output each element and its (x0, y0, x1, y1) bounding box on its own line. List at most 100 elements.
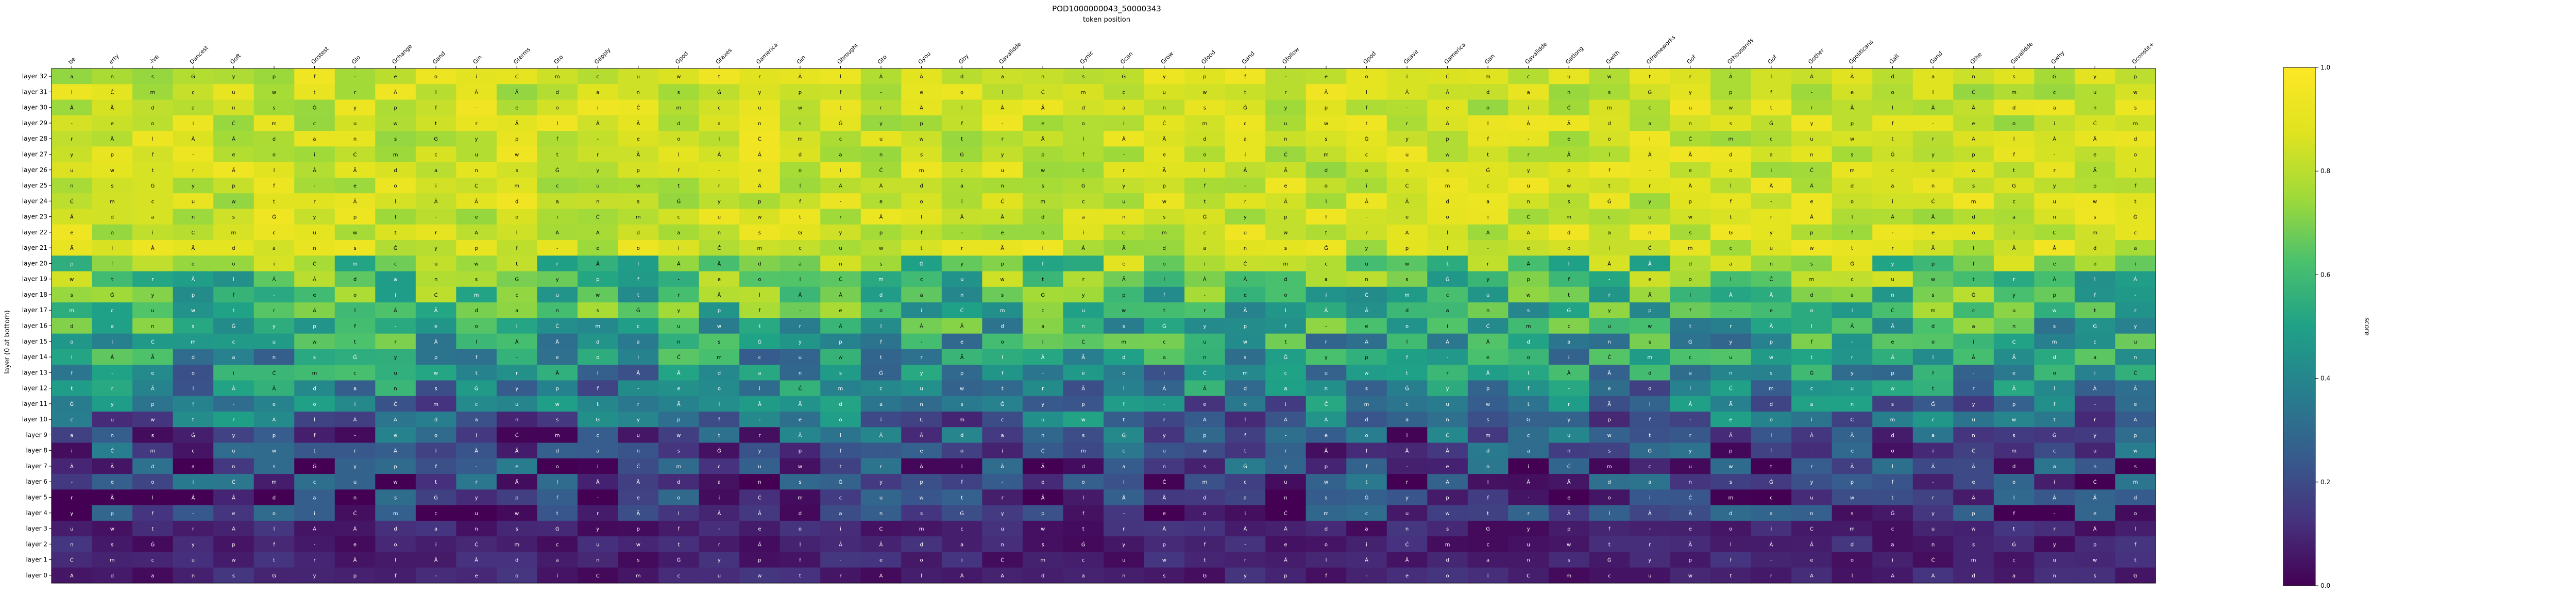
heatmap-cell (496, 84, 538, 100)
cell-glyph: o (1648, 386, 1651, 392)
heatmap-cell (860, 162, 902, 178)
heatmap-cell (1751, 162, 1792, 178)
heatmap-cell (2074, 69, 2116, 84)
heatmap-cell (173, 162, 214, 178)
cell-glyph: n (1041, 433, 1044, 438)
heatmap-cell (1063, 69, 1104, 84)
cell-glyph: - (1447, 355, 1449, 361)
cell-glyph: Ċ (596, 572, 600, 579)
cell-glyph: u (1810, 496, 1813, 501)
cell-glyph: w (1607, 433, 1612, 438)
cell-glyph: y (1810, 480, 1813, 485)
cell-glyph: i (759, 386, 760, 392)
cell-glyph: l (1608, 511, 1610, 517)
cell-glyph: s (71, 293, 73, 298)
cell-glyph: u (1325, 370, 1328, 376)
heatmap-cell (1265, 177, 1307, 194)
cell-glyph: s (192, 324, 194, 330)
x-tick-label: be (67, 56, 77, 65)
cell-glyph: t (1042, 277, 1044, 283)
cell-glyph: c (1649, 106, 1652, 111)
cell-glyph: m (757, 246, 762, 251)
cell-glyph: a (232, 355, 235, 361)
cell-glyph: i (637, 355, 639, 361)
cell-glyph: Â (474, 89, 478, 95)
x-tick-label: Gbrought (836, 42, 859, 65)
heatmap-cell (699, 146, 740, 163)
cell-glyph: Ġ (515, 276, 519, 283)
heatmap-cell (1265, 84, 1307, 100)
cell-glyph: p (1001, 261, 1004, 267)
cell-glyph: y (192, 542, 195, 548)
cell-glyph: a (313, 137, 316, 142)
heatmap-cell (1872, 84, 1913, 100)
heatmap-cell (415, 162, 456, 178)
heatmap-cell (1104, 193, 1145, 210)
heatmap-cell (213, 162, 255, 178)
cell-glyph: i (435, 183, 437, 189)
cell-glyph: m (150, 90, 155, 95)
cell-glyph: Â (1203, 276, 1207, 283)
heatmap-cell (173, 177, 214, 194)
colorbar (2283, 67, 2316, 586)
cell-glyph: l (2094, 277, 2096, 283)
cell-glyph: Â (313, 525, 316, 532)
cell-glyph: a (556, 199, 559, 204)
cell-glyph: - (1406, 106, 1408, 111)
cell-glyph: Ã (1607, 369, 1611, 376)
cell-glyph: e (1163, 511, 1166, 517)
cell-glyph: Ġ (1607, 198, 1612, 204)
cell-glyph: a (718, 121, 721, 127)
cell-glyph: o (799, 168, 802, 174)
heatmap-cell (1548, 99, 1590, 116)
cell-glyph: a (718, 480, 721, 485)
cell-glyph: Ä (353, 198, 357, 204)
heatmap-cell (1022, 115, 1064, 131)
cell-glyph: n (1203, 355, 1206, 361)
heatmap-cell (1467, 146, 1509, 163)
cell-glyph: Ä (717, 292, 721, 298)
cell-glyph: a (1608, 230, 1611, 236)
cell-glyph: o (2012, 480, 2015, 485)
heatmap-cell (456, 115, 497, 131)
cell-glyph: Ã (1931, 214, 1935, 220)
cell-glyph: f (435, 106, 437, 111)
cell-glyph: - (1002, 121, 1004, 127)
cell-glyph: m (1121, 339, 1126, 345)
cell-glyph: u (273, 339, 276, 345)
x-tick-label: Gpod (1362, 50, 1377, 65)
heatmap-cell (92, 177, 133, 194)
heatmap-cell (982, 115, 1023, 131)
heatmap-cell (1225, 115, 1266, 131)
cell-glyph: m (1162, 230, 1167, 236)
heatmap-cell (1386, 99, 1428, 116)
heatmap-cell (1832, 99, 1873, 116)
heatmap-cell (2074, 146, 2116, 163)
cell-glyph: Ã (1365, 307, 1368, 314)
heatmap-cell (1872, 69, 1913, 84)
x-tick-label: Gother (1807, 47, 1825, 65)
heatmap-cell (1953, 69, 1994, 84)
heatmap-cell (1427, 162, 1468, 178)
cell-glyph: m (1607, 464, 1612, 470)
cell-glyph: Ã (2133, 385, 2137, 392)
cell-glyph: Â (1122, 494, 1126, 501)
cell-glyph: Ċ (1001, 198, 1004, 204)
cell-glyph: w (1081, 417, 1086, 423)
heatmap-cell (1184, 115, 1226, 131)
cell-glyph: Ġ (1081, 541, 1086, 548)
cell-glyph: Ä (1325, 89, 1328, 95)
cell-glyph: f (354, 324, 356, 330)
cell-glyph: y (151, 293, 154, 298)
cell-glyph: w (393, 480, 397, 485)
heatmap-cell (294, 177, 335, 194)
cell-glyph: w (1850, 137, 1854, 142)
cell-glyph: d (1082, 464, 1085, 470)
cell-glyph: l (961, 106, 963, 111)
cell-glyph: - (1973, 370, 1975, 376)
cell-glyph: l (1326, 558, 1327, 564)
heatmap-cell (618, 115, 659, 131)
heatmap-cell (1630, 146, 1671, 163)
cell-glyph: d (1001, 324, 1004, 330)
heatmap-cell (820, 162, 861, 178)
